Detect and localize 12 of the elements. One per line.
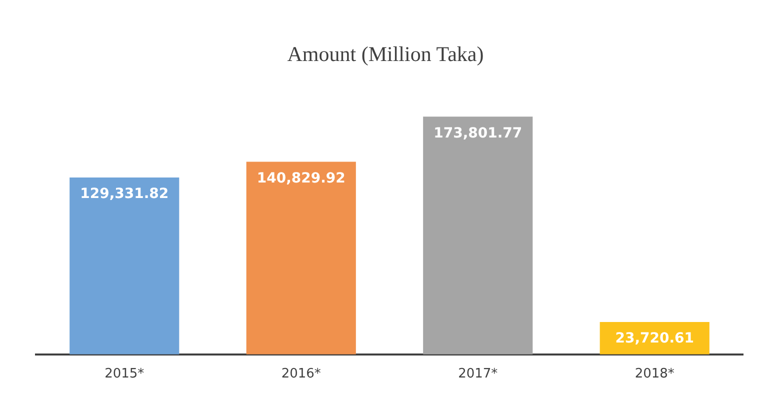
data-label: 129,331.82 bbox=[80, 186, 169, 202]
data-label: 173,801.77 bbox=[434, 125, 522, 142]
bar bbox=[246, 162, 356, 354]
x-tick-label: 2017* bbox=[458, 366, 498, 382]
data-label: 23,720.61 bbox=[615, 330, 694, 347]
chart-title: Amount (Million Taka) bbox=[287, 42, 484, 66]
x-tick-label: 2015* bbox=[104, 366, 145, 382]
data-label: 140,829.92 bbox=[256, 170, 346, 186]
bar bbox=[70, 178, 180, 354]
x-tick-label: 2018* bbox=[634, 366, 675, 382]
x-tick-label: 2016* bbox=[281, 366, 322, 382]
bar bbox=[423, 116, 533, 354]
